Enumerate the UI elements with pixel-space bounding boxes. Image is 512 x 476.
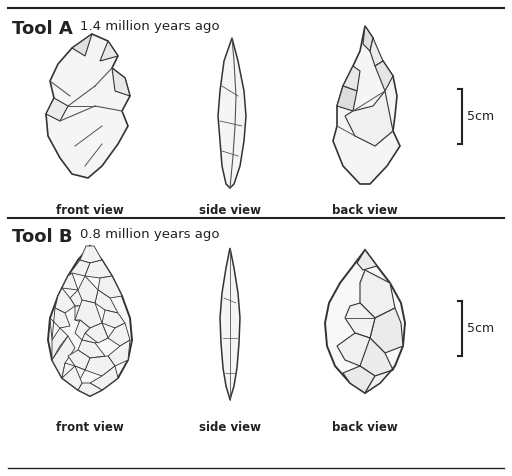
Polygon shape: [337, 333, 370, 366]
Polygon shape: [357, 250, 377, 270]
Polygon shape: [50, 308, 70, 340]
Polygon shape: [55, 288, 75, 313]
Polygon shape: [78, 340, 105, 358]
Text: 1.4 million years ago: 1.4 million years ago: [80, 20, 220, 33]
Polygon shape: [98, 276, 122, 298]
Polygon shape: [90, 366, 118, 390]
Polygon shape: [75, 306, 95, 323]
Polygon shape: [95, 290, 118, 313]
Polygon shape: [370, 38, 383, 66]
Polygon shape: [370, 308, 403, 353]
Polygon shape: [68, 260, 90, 276]
Polygon shape: [365, 366, 395, 393]
Text: front view: front view: [56, 421, 124, 434]
Polygon shape: [78, 383, 102, 396]
Polygon shape: [70, 290, 92, 306]
Text: back view: back view: [332, 204, 398, 217]
Text: Tool B: Tool B: [12, 228, 73, 246]
Polygon shape: [78, 276, 98, 303]
Polygon shape: [337, 86, 357, 111]
Polygon shape: [46, 34, 130, 178]
Polygon shape: [75, 320, 90, 340]
Polygon shape: [58, 273, 78, 296]
Polygon shape: [343, 66, 360, 91]
Polygon shape: [62, 363, 85, 383]
Text: 0.8 million years ago: 0.8 million years ago: [80, 228, 220, 241]
Polygon shape: [52, 328, 68, 360]
Text: back view: back view: [332, 421, 398, 434]
Polygon shape: [333, 26, 400, 184]
Polygon shape: [85, 356, 115, 376]
Text: side view: side view: [199, 421, 261, 434]
Polygon shape: [102, 310, 125, 328]
Polygon shape: [345, 91, 393, 146]
Polygon shape: [325, 250, 405, 393]
Text: Tool A: Tool A: [12, 20, 73, 38]
Polygon shape: [112, 68, 130, 96]
Polygon shape: [108, 323, 130, 346]
Polygon shape: [375, 61, 393, 91]
Polygon shape: [52, 336, 75, 378]
Polygon shape: [80, 246, 102, 263]
Text: 5cm: 5cm: [467, 109, 494, 122]
Polygon shape: [68, 350, 90, 370]
Polygon shape: [343, 366, 375, 393]
Polygon shape: [218, 38, 246, 188]
Polygon shape: [72, 34, 92, 56]
Polygon shape: [46, 98, 68, 121]
Polygon shape: [345, 303, 375, 338]
Polygon shape: [62, 366, 82, 390]
Text: side view: side view: [199, 204, 261, 217]
Polygon shape: [75, 300, 102, 328]
Text: 5cm: 5cm: [467, 321, 494, 335]
Polygon shape: [363, 26, 373, 51]
Polygon shape: [220, 248, 240, 400]
Polygon shape: [85, 323, 108, 343]
Text: front view: front view: [56, 204, 124, 217]
Polygon shape: [108, 340, 130, 366]
Polygon shape: [360, 270, 395, 318]
Polygon shape: [85, 260, 112, 278]
Polygon shape: [100, 41, 118, 61]
Polygon shape: [82, 323, 108, 343]
Polygon shape: [360, 338, 393, 376]
Polygon shape: [48, 246, 132, 396]
